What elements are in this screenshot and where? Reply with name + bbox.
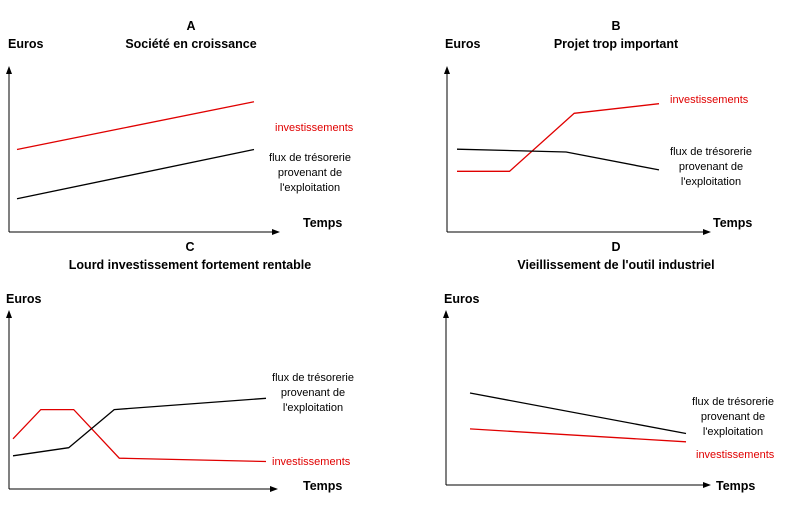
panel-d-title: Vieillissement de l'outil industriel: [517, 258, 714, 272]
panel-b-label-flux-2: provenant de: [679, 161, 743, 173]
panel-d: D Vieillissement de l'outil industriel E…: [443, 240, 775, 493]
panel-b-title: Projet trop important: [554, 37, 679, 51]
panel-c-series-flux: [12, 397, 267, 457]
panel-d-xlabel: Temps: [716, 479, 755, 493]
panel-a-y-arrow: [6, 66, 12, 74]
panel-d-letter: D: [611, 240, 620, 254]
panel-a-series-investissements: [16, 101, 255, 151]
panel-d-series-investissements: [469, 428, 687, 443]
panel-c-y-arrow: [6, 310, 12, 318]
panel-b-x-arrow: [703, 229, 711, 235]
panel-b-label-flux-1: flux de trésorerie: [670, 146, 752, 158]
panel-b-series-investissements: [457, 103, 660, 172]
panel-b-label-flux-3: l'exploitation: [681, 176, 741, 188]
panel-a-label-investissements: investissements: [275, 122, 354, 134]
panel-b-ylabel: Euros: [445, 37, 480, 51]
panel-c-xlabel: Temps: [303, 479, 342, 493]
panel-c-ylabel: Euros: [6, 292, 41, 306]
panel-c-x-arrow: [270, 486, 278, 492]
panel-a-xlabel: Temps: [303, 216, 342, 230]
panel-a: A Société en croissance Euros Temps inve…: [6, 19, 354, 235]
panel-a-label-flux-3: l'exploitation: [280, 182, 340, 194]
panel-b-label-investissements: investissements: [670, 94, 749, 106]
panel-d-x-arrow: [703, 482, 711, 488]
panel-a-title: Société en croissance: [125, 37, 256, 51]
panel-b-xlabel: Temps: [713, 216, 752, 230]
panel-c-title: Lourd investissement fortement rentable: [69, 258, 311, 272]
panel-d-label-flux-1: flux de trésorerie: [692, 396, 774, 408]
panel-d-series-flux: [469, 392, 687, 435]
panel-d-y-arrow: [443, 310, 449, 318]
panel-b-y-arrow: [444, 66, 450, 74]
panel-d-label-investissements: investissements: [696, 449, 775, 461]
panel-a-ylabel: Euros: [8, 37, 43, 51]
panel-a-x-arrow: [272, 229, 280, 235]
panel-c-letter: C: [185, 240, 194, 254]
panel-c-label-flux-1: flux de trésorerie: [272, 372, 354, 384]
panel-c-series-investissements: [12, 408, 267, 463]
panel-b-series-flux: [456, 148, 660, 171]
panel-c-label-investissements: investissements: [272, 456, 351, 468]
panel-b: B Projet trop important Euros Temps inve…: [444, 19, 752, 235]
panel-d-label-flux-3: l'exploitation: [703, 426, 763, 438]
panel-c-label-flux-3: l'exploitation: [283, 402, 343, 414]
panel-a-label-flux-2: provenant de: [278, 167, 342, 179]
panel-a-label-flux-1: flux de trésorerie: [269, 152, 351, 164]
panel-c-label-flux-2: provenant de: [281, 387, 345, 399]
panel-a-letter: A: [186, 19, 195, 33]
panel-b-letter: B: [611, 19, 620, 33]
panel-d-label-flux-2: provenant de: [701, 411, 765, 423]
panel-a-series-flux: [16, 148, 255, 200]
panel-c: C Lourd investissement fortement rentabl…: [6, 240, 354, 493]
panel-d-ylabel: Euros: [444, 292, 479, 306]
